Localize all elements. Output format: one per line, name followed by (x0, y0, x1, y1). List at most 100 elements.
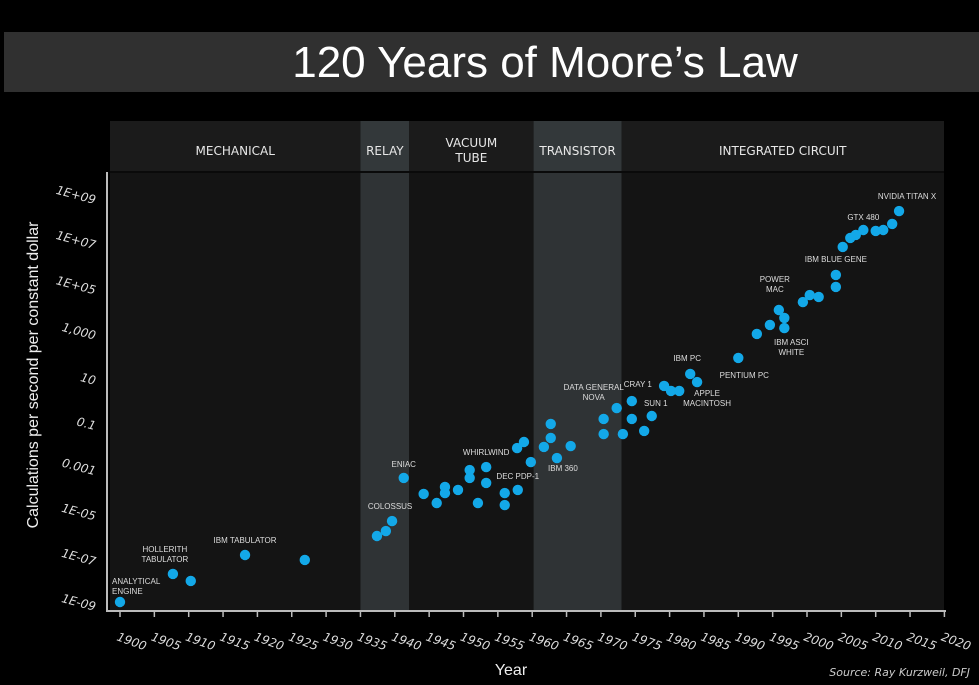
x-tick-label: 1975 (630, 630, 663, 654)
data-point (398, 472, 409, 484)
data-point (797, 296, 809, 308)
y-tick-label: 1E-09 (60, 591, 97, 614)
era-header-band (621, 121, 944, 172)
data-point-label: WHIRLWIND (463, 448, 510, 457)
era-plot-band (110, 173, 361, 610)
data-point (114, 596, 126, 608)
data-point (480, 477, 492, 489)
data-point (804, 289, 815, 301)
y-ticks: 1E+09 1E+07 1E+05 1,000 10 0.1 0.001 1E-05 1E-07… (55, 183, 98, 614)
x-tick-label: 2000 (802, 630, 836, 654)
data-point (646, 410, 657, 422)
x-tick-label: 1925 (287, 630, 320, 654)
x-ticks: 1900 1905 1910 1915 1920 1925 1930 1935 1940 1945… (115, 611, 973, 653)
chart-title: 120 Years of Moore’s Law (292, 38, 798, 87)
data-point (464, 472, 475, 484)
y-tick-label: 1,000 (61, 320, 98, 343)
data-point-label: APPLE MACINTOSH (683, 389, 731, 408)
data-point (472, 497, 484, 509)
data-point (480, 461, 492, 473)
y-tick-label: 1E+07 (55, 228, 98, 252)
data-point (779, 312, 790, 324)
data-point (691, 376, 703, 388)
era-header-band (409, 121, 534, 172)
x-tick-label: 1985 (699, 630, 732, 654)
y-tick-label: 1E-07 (60, 546, 98, 569)
data-point (167, 568, 179, 580)
era-plot-band (533, 173, 622, 610)
data-point (837, 241, 848, 253)
x-tick-label: 1910 (184, 630, 218, 654)
era-header-band (533, 121, 622, 172)
era-label: INTEGRATED CIRCUIT (719, 144, 847, 158)
data-point (386, 515, 398, 527)
era-header-band (110, 121, 361, 172)
data-point (431, 497, 442, 509)
x-tick-label: 1970 (596, 630, 630, 654)
data-point (551, 452, 563, 464)
x-tick-label: 1920 (252, 630, 286, 654)
x-tick-label: 2005 (836, 630, 869, 654)
x-tick-label: 1900 (115, 630, 149, 654)
y-tick-label: 1E+09 (55, 183, 98, 207)
x-tick-label: 1915 (218, 630, 251, 654)
data-point (611, 402, 622, 414)
y-tick-label: 1E+05 (55, 273, 98, 297)
y-tick-label: 10 (79, 370, 98, 388)
data-point-label: HOLLERITH TABULATOR (142, 545, 189, 564)
data-point (499, 487, 510, 499)
x-tick-label: 1980 (665, 630, 699, 654)
era-label: TRANSISTOR (538, 144, 615, 158)
data-point (511, 442, 523, 454)
data-point (380, 525, 392, 537)
data-point (665, 385, 677, 397)
x-tick-label: 1965 (562, 630, 595, 654)
x-tick-label: 1990 (733, 630, 767, 654)
data-point-label: COLOSSUS (368, 502, 412, 511)
x-tick-label: 1905 (149, 630, 182, 654)
data-point (886, 218, 898, 230)
data-point (185, 575, 196, 587)
data-point (439, 487, 451, 499)
y-tick-label: 1E-05 (60, 501, 97, 524)
data-point (893, 205, 905, 217)
data-point-label: PENTIUM PC (720, 371, 770, 380)
era-label: RELAY (366, 144, 404, 158)
data-point (499, 499, 510, 511)
y-axis-label: Calculations per second per constant dol… (25, 221, 42, 529)
data-point (617, 428, 629, 440)
data-point-label: IBM BLUE GENE (805, 255, 867, 264)
y-tick-label: 0.001 (61, 456, 98, 478)
data-point (764, 319, 776, 331)
data-point (598, 413, 609, 425)
x-tick-label: 1955 (493, 630, 526, 654)
data-point (239, 549, 251, 561)
data-point (598, 428, 609, 440)
x-tick-label: 2010 (871, 630, 905, 654)
data-point (850, 229, 861, 241)
source-note: Source: Ray Kurzweil, DFJ (829, 666, 970, 679)
data-point (626, 395, 638, 407)
data-point-label: IBM PC (673, 354, 701, 363)
data-point (299, 554, 311, 566)
data-point-label: IBM 360 (548, 464, 578, 473)
data-point (830, 269, 842, 281)
data-point (371, 530, 383, 542)
x-tick-label: 1935 (355, 630, 388, 654)
data-point (545, 432, 556, 444)
data-point (813, 291, 824, 303)
era-plot-band (360, 173, 410, 610)
era-header-band (360, 121, 410, 172)
x-tick-label: 1940 (390, 630, 424, 654)
data-point-label: DATA GENERAL NOVA (564, 383, 625, 402)
era-plot-band (409, 173, 534, 610)
era-label: MECHANICAL (196, 144, 276, 158)
data-point (674, 385, 685, 397)
data-point (870, 225, 881, 237)
data-point (830, 281, 842, 293)
x-tick-label: 1930 (321, 630, 355, 654)
data-point-label: DEC PDP-1 (496, 472, 539, 481)
data-point-label: ANALYTICAL ENGINE (112, 577, 161, 596)
data-point (418, 488, 429, 500)
